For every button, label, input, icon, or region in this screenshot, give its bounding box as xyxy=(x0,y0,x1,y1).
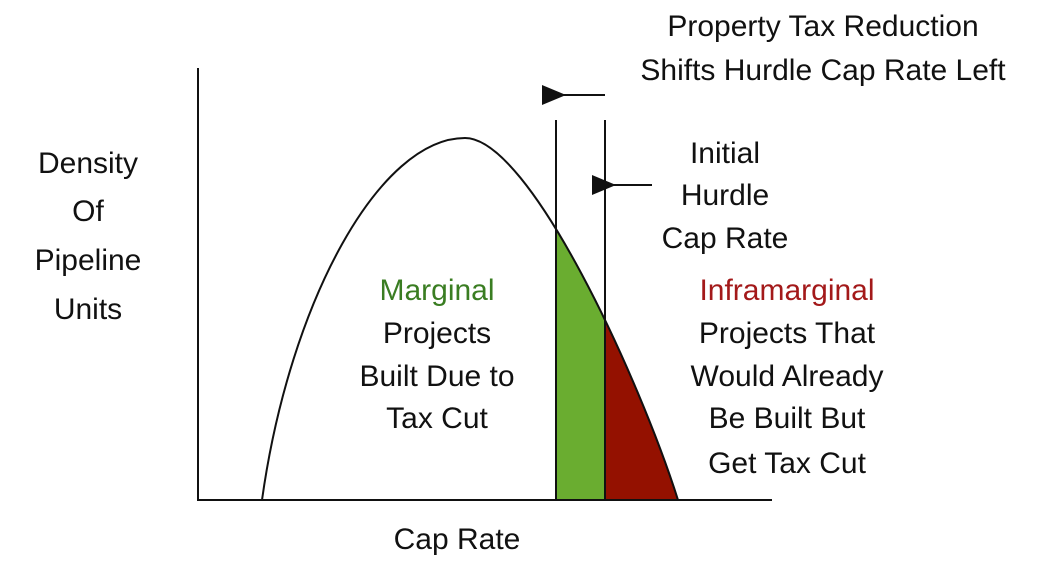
hurdle-label: Cap Rate xyxy=(662,222,789,255)
marginal-text: Tax Cut xyxy=(386,402,488,435)
hurdle-label: Initial xyxy=(690,137,760,170)
inframarginal-text: Would Already xyxy=(691,360,884,393)
hurdle-label: Hurdle xyxy=(681,179,769,212)
inframarginal-text: Projects That xyxy=(699,317,876,350)
marginal-area xyxy=(556,138,605,500)
y-axis-label: Pipeline xyxy=(35,244,142,277)
inframarginal-title: Inframarginal xyxy=(699,274,874,307)
y-axis-label: Units xyxy=(54,293,122,326)
marginal-text: Projects xyxy=(383,317,491,350)
density-curve xyxy=(261,136,679,501)
inframarginal-area xyxy=(605,138,678,500)
inframarginal-text: Get Tax Cut xyxy=(708,447,867,480)
y-axis-label: Density xyxy=(38,147,138,180)
inframarginal-text: Be Built But xyxy=(709,402,866,435)
x-axis-label: Cap Rate xyxy=(394,523,521,556)
annotation-text: Property Tax Reduction xyxy=(667,10,978,43)
annotation-text: Shifts Hurdle Cap Rate Left xyxy=(640,54,1006,87)
marginal-text: Built Due to xyxy=(359,360,514,393)
y-axis-label: Of xyxy=(72,195,104,228)
marginal-title: Marginal xyxy=(379,274,494,307)
